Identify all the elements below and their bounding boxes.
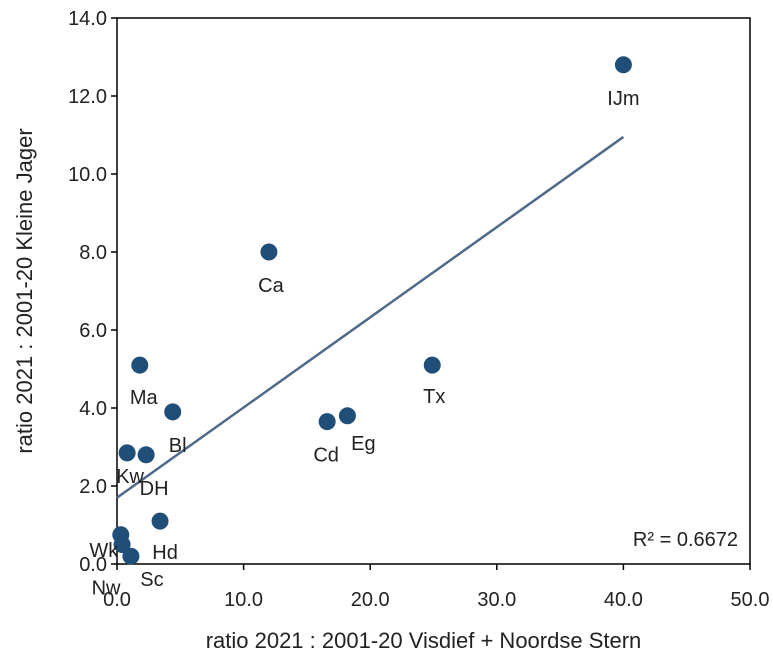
data-point [137, 446, 155, 464]
y-tick-label: 2.0 [79, 476, 107, 498]
point-label: Ca [258, 275, 284, 297]
point-label: Bl [169, 435, 187, 457]
y-tick-label: 14.0 [68, 8, 107, 30]
x-tick-label: 20.0 [351, 589, 390, 611]
point-label: Nw [92, 578, 121, 600]
x-tick-label: 30.0 [477, 589, 516, 611]
y-tick-label: 0.0 [79, 554, 107, 576]
data-point [338, 407, 356, 425]
data-point [122, 547, 140, 565]
point-label: Sc [140, 569, 163, 591]
trendline [116, 135, 625, 499]
data-point [423, 356, 441, 374]
y-tick-label: 12.0 [68, 86, 107, 108]
x-tick-label: 40.0 [604, 589, 643, 611]
y-tick-label: 6.0 [79, 320, 107, 342]
point-label: Ma [130, 387, 159, 409]
data-point [614, 56, 632, 74]
data-point [318, 413, 336, 431]
point-label: Eg [351, 433, 375, 455]
data-point [113, 536, 131, 553]
y-tick-label: 8.0 [79, 242, 107, 264]
data-point [151, 512, 169, 530]
data-point [131, 356, 149, 374]
point-label: Cd [313, 445, 339, 467]
data-points [112, 56, 632, 565]
y-axis-title: ratio 2021 : 2001-20 Kleine Jager [12, 128, 37, 453]
data-point [260, 243, 278, 261]
x-axis-ticks: 0.0 10.0 20.0 30.0 40.0 50.0 [103, 564, 769, 611]
x-tick-label: 10.0 [224, 589, 263, 611]
data-point [118, 444, 136, 462]
point-label: IJm [607, 88, 639, 110]
x-tick-label: 0.0 [103, 589, 131, 611]
plot-area-frame [116, 17, 751, 565]
r-squared-label: R² = 0.6672 [633, 529, 738, 551]
point-label: Hd [152, 542, 178, 564]
x-axis-title: ratio 2021 : 2001-20 Visdief + Noordse S… [206, 628, 642, 653]
y-tick-label: 4.0 [79, 398, 107, 420]
y-axis-ticks: 0.0 2.0 4.0 6.0 8.0 10.0 12.0 14.0 [68, 8, 117, 576]
x-tick-label: 50.0 [731, 589, 770, 611]
point-label: Tx [423, 386, 445, 408]
point-label: DH [140, 478, 169, 500]
y-tick-label: 10.0 [68, 164, 107, 186]
point-label: Wk [89, 540, 119, 562]
data-point [164, 403, 182, 421]
point-label: Kw [116, 466, 144, 488]
